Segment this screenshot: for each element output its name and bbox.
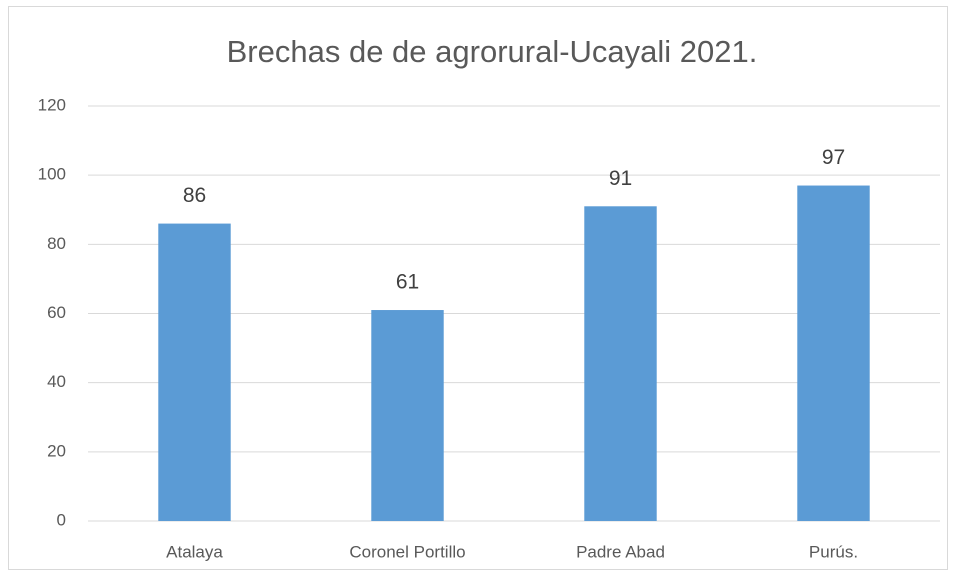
y-tick-label: 80 [47,234,66,253]
chart-title: Brechas de de agrorural-Ucayali 2021. [227,34,758,69]
y-tick-label: 100 [38,165,66,184]
bar [797,185,870,521]
bar [584,206,657,521]
data-label: 86 [183,184,206,207]
data-label: 91 [609,167,632,190]
x-tick-label: Padre Abad [576,542,665,561]
x-tick-label: Coronel Portillo [349,542,465,561]
x-tick-label: Purús. [809,542,858,561]
data-label: 97 [822,146,845,169]
y-tick-label: 120 [38,95,66,114]
y-tick-label: 60 [47,303,66,322]
bar [158,223,231,522]
x-tick-label: Atalaya [166,542,223,561]
y-tick-label: 0 [57,510,66,529]
y-tick-label: 40 [47,372,66,391]
y-tick-label: 20 [47,441,66,460]
data-label: 61 [396,271,419,294]
bar [371,310,444,521]
